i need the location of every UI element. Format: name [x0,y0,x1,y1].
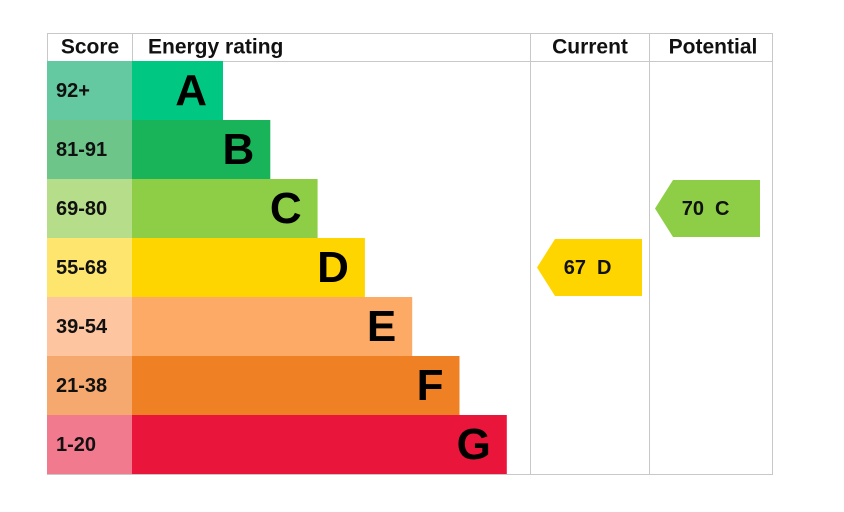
rating-bar [132,61,223,120]
header-current: Current [552,36,628,59]
score-label: 81-91 [56,139,107,161]
rating-bar [132,179,318,238]
score-cell [47,120,132,179]
rating-bar [132,120,271,179]
potential-rating: C [715,198,729,220]
score-cell [47,179,132,238]
rating-letter: E [367,302,396,351]
score-cell [47,297,132,356]
score-cell [47,61,132,120]
current-rating: D [597,257,611,279]
rating-letter: C [270,184,302,233]
rating-letter: G [457,420,491,469]
score-label: 92+ [56,80,90,102]
rating-letter: A [175,66,207,115]
header-score: Score [61,36,119,59]
score-label: 55-68 [56,257,107,279]
header-potential: Potential [669,36,758,59]
header-rating: Energy rating [148,36,283,59]
potential-arrow [655,180,760,237]
rating-bar [132,415,507,474]
rating-letter: F [417,361,444,410]
score-label: 69-80 [56,198,107,220]
rating-bar [132,238,365,297]
score-cell [47,238,132,297]
rating-bar [132,356,460,415]
potential-value: 70 [682,198,704,220]
score-label: 1-20 [56,434,96,456]
score-cell [47,415,132,474]
rating-letter: D [317,243,349,292]
current-arrow [537,239,642,296]
score-label: 21-38 [56,375,107,397]
rating-bar [132,297,413,356]
score-cell [47,356,132,415]
rating-letter: B [223,125,255,174]
score-label: 39-54 [56,316,108,338]
current-value: 67 [564,257,586,279]
